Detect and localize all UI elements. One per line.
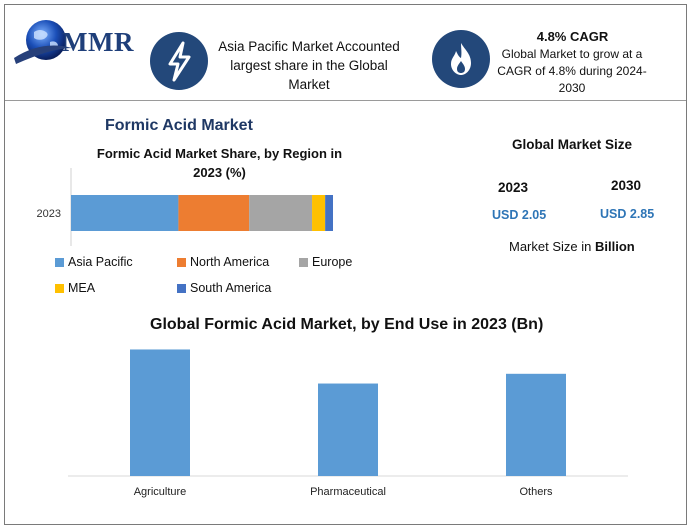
end-use-bar-agriculture (130, 349, 190, 476)
region-bar-north-america (178, 195, 249, 231)
end-use-category-label: Others (519, 486, 553, 498)
region-chart-category-label: 2023 (37, 208, 61, 220)
region-bar-mea (312, 195, 325, 231)
end-use-bar-others (506, 374, 566, 476)
region-bar-europe (249, 195, 312, 231)
end-use-category-label: Pharmaceutical (310, 486, 386, 498)
region-bar-south-america (325, 195, 333, 231)
end-use-bar-pharmaceutical (318, 384, 378, 476)
end-use-category-label: Agriculture (134, 486, 187, 498)
region-bar-asia-pacific (71, 195, 178, 231)
